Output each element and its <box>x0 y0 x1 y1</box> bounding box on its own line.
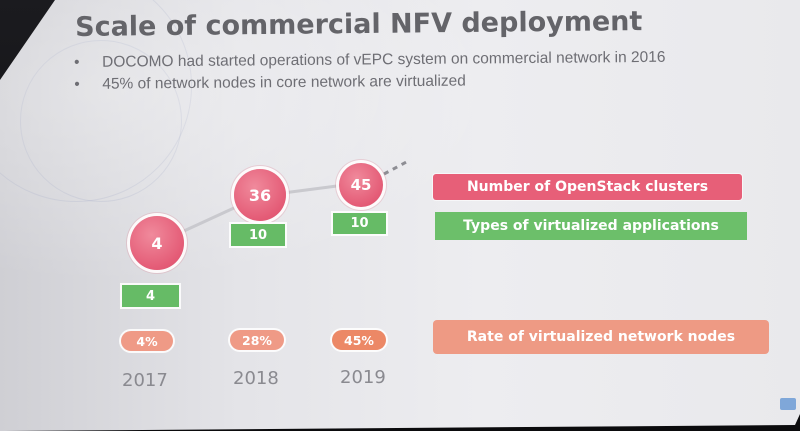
legend-label: Number of OpenStack clusters <box>466 179 709 195</box>
cluster-count-value: 4 <box>151 233 163 253</box>
presentation-control-icon <box>780 398 796 410</box>
cluster-count-circle-2019: 45 <box>339 163 383 207</box>
legend-label: Rate of virtualized network nodes <box>466 329 736 345</box>
legend-virtualized-network-nodes: Rate of virtualized network nodes <box>433 320 769 354</box>
year-label-2019: 2019 <box>340 367 386 388</box>
rate-pill-2018: 28% <box>230 330 284 350</box>
app-types-value: 10 <box>350 216 369 231</box>
cluster-count-value: 36 <box>248 185 272 205</box>
year-label-2018: 2018 <box>233 368 279 389</box>
app-types-value: 10 <box>248 227 268 243</box>
legend-openstack-clusters: Number of OpenStack clusters <box>433 174 742 200</box>
legend-label: Types of virtualized applications <box>463 218 719 234</box>
cluster-count-circle-2018: 36 <box>234 169 286 221</box>
app-types-box-2018: 10 <box>231 224 285 246</box>
app-types-box-2017: 4 <box>122 285 179 307</box>
rate-value: 4% <box>136 333 158 349</box>
app-types-box-2019: 10 <box>333 213 386 234</box>
rate-pill-2017: 4% <box>121 331 173 351</box>
cluster-count-value: 45 <box>350 176 372 194</box>
legend-virtualized-applications: Types of virtualized applications <box>435 212 747 240</box>
rate-pill-2019: 45% <box>332 330 386 350</box>
trend-continuation-dashes <box>383 158 411 176</box>
rate-value: 45% <box>344 332 374 348</box>
cluster-count-circle-2017: 4 <box>130 216 184 270</box>
rate-value: 28% <box>242 332 272 348</box>
year-label-2017: 2017 <box>122 370 168 391</box>
app-types-value: 4 <box>145 288 156 304</box>
